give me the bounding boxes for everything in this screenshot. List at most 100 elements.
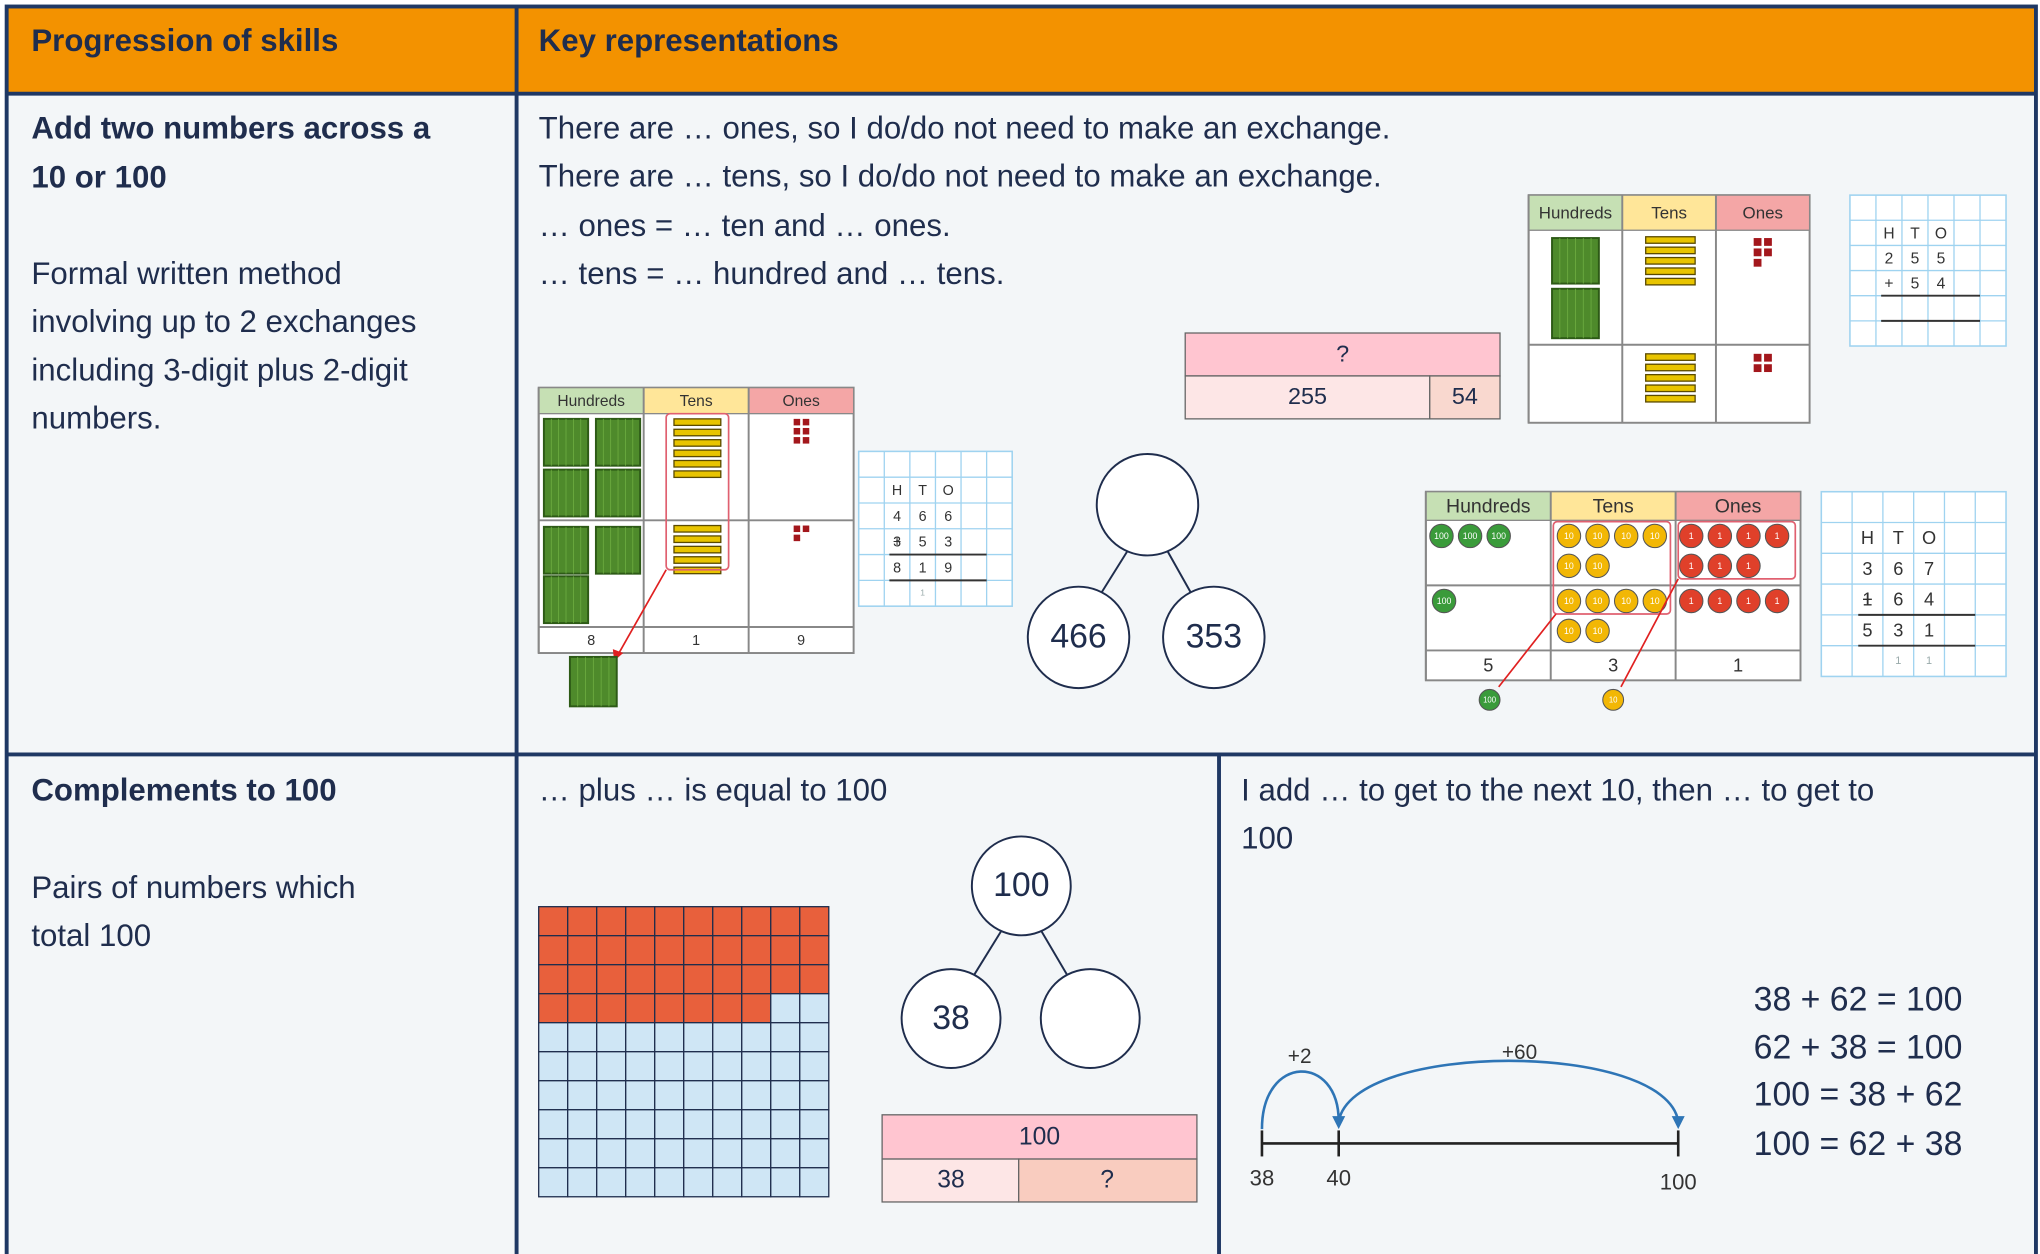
bar-part <box>1184 375 1431 420</box>
one-cube <box>1753 248 1762 257</box>
hundred-square-cell <box>538 993 569 1024</box>
counter-label: 10 <box>1650 531 1660 541</box>
counter <box>1764 588 1790 614</box>
hundred-square-cell <box>538 1109 569 1140</box>
ten-rod <box>673 535 722 544</box>
hundred-square-cell <box>741 935 772 966</box>
pw-link <box>1039 929 1068 975</box>
hundred-square-cell <box>596 1109 627 1140</box>
column-digit: O <box>1935 225 1947 242</box>
hundred-square-cell <box>567 1138 598 1169</box>
skill-description: total 100 <box>31 918 151 953</box>
exchange-group <box>1552 520 1672 615</box>
hundred-square-cell <box>741 964 772 995</box>
one-cube <box>802 418 810 426</box>
column-digit: 5 <box>919 535 927 551</box>
hundred-square-cell <box>567 993 598 1024</box>
one-cube <box>1764 238 1772 246</box>
hundred-square-cell <box>596 906 627 937</box>
hundred-square-cell <box>654 993 685 1024</box>
pw-link <box>1101 549 1129 593</box>
hundred-square-cell <box>625 1138 656 1169</box>
pv-header-label: Ones <box>1715 495 1762 517</box>
hundred-square-cell <box>683 1080 714 1111</box>
pw-circle <box>900 968 1002 1069</box>
pw-circle <box>1026 585 1131 690</box>
hundred-square-cell <box>654 1080 685 1111</box>
hundred-square-cell <box>567 1167 598 1198</box>
column-digit: 3 <box>1862 559 1872 579</box>
bar-label: ? <box>1336 340 1349 366</box>
column-sign: + <box>1884 276 1893 293</box>
counter <box>1707 588 1733 614</box>
ten-rod <box>1645 267 1696 276</box>
pv-header-label: Tens <box>1651 203 1687 222</box>
column-digit: 3 <box>944 535 952 551</box>
ten-rod <box>673 524 722 533</box>
hundred-square-cell <box>683 1051 714 1082</box>
ten-rod <box>673 418 722 427</box>
counter <box>1602 688 1625 711</box>
counter <box>1431 588 1457 614</box>
column-digit: 2 <box>1885 250 1894 267</box>
hundred-square-cell <box>712 1109 743 1140</box>
counter <box>1613 588 1639 614</box>
column-digit: 8 <box>893 561 901 577</box>
hundred-square-cell <box>625 906 656 937</box>
pv-header <box>1527 194 1623 231</box>
hundred-square-cell <box>625 1167 656 1198</box>
column-digit: 3 <box>893 535 901 551</box>
hundred-square-cell <box>741 1167 772 1198</box>
hundred-square-cell <box>683 1022 714 1053</box>
hundred-square-cell <box>741 1138 772 1169</box>
hundred-square-cell <box>567 935 598 966</box>
one-cube <box>793 418 801 426</box>
column-digit: 9 <box>944 561 952 577</box>
column-digit: 7 <box>1924 559 1934 579</box>
hundred-square-cell <box>770 1080 801 1111</box>
pw-label: 466 <box>1050 618 1106 656</box>
hundred-square-cell <box>799 1080 830 1111</box>
counter-label: 100 <box>1463 531 1478 541</box>
skill-description: Formal written method <box>31 256 341 291</box>
column-digit: 5 <box>1862 620 1872 640</box>
counter-label: 1 <box>1689 596 1694 606</box>
counter-label: 1 <box>1775 531 1780 541</box>
sentence-stem: … ones = … ten and … ones. <box>539 208 951 243</box>
sentence-stem: There are … tens, so I do/do not need to… <box>539 158 1382 193</box>
carry-digit: 1 <box>1895 655 1901 667</box>
counter <box>1429 523 1454 549</box>
column-digit: 6 <box>1893 590 1903 610</box>
counter-label: 10 <box>1564 531 1574 541</box>
hundred-square-cell <box>770 993 801 1024</box>
hundred-square-cell <box>799 1051 830 1082</box>
pv-header-label: Hundreds <box>1446 495 1531 517</box>
hundred-square-cell <box>712 993 743 1024</box>
pv-header <box>1621 194 1717 231</box>
counter-label: 1 <box>1746 596 1751 606</box>
counter <box>1642 523 1668 549</box>
hundred-square-cell <box>799 1022 830 1053</box>
skill-description: Pairs of numbers which <box>31 870 355 905</box>
ten-rod <box>1645 277 1696 286</box>
counter <box>1556 588 1582 614</box>
exchange-group <box>1677 520 1797 580</box>
header-cell: Key representations <box>539 23 839 58</box>
counter <box>1707 553 1733 579</box>
jump-label: +60 <box>1502 1041 1537 1064</box>
pv-total: 9 <box>797 633 805 649</box>
column-digit: T <box>1910 225 1920 242</box>
one-cube <box>1753 238 1762 246</box>
column-sign: + <box>893 535 901 551</box>
carry-digit: 1 <box>1926 655 1932 667</box>
equation: 62 + 38 = 100 <box>1754 1029 1963 1067</box>
hundred-square-cell <box>625 993 656 1024</box>
one-cube <box>802 525 810 533</box>
ten-rod <box>673 428 722 437</box>
carry-digit: 1 <box>920 588 925 598</box>
sentence-stem: … tens = … hundred and … tens. <box>539 256 1005 291</box>
counter <box>1613 523 1639 549</box>
bar-part <box>1018 1158 1198 1203</box>
skill-title: Add two numbers across a <box>31 110 430 145</box>
ten-rod <box>673 470 722 479</box>
